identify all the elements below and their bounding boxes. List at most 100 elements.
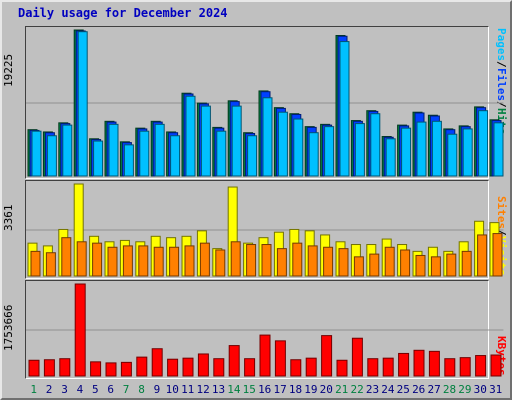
bar-sites-day-12 xyxy=(199,242,210,277)
bar-pages-day-21 xyxy=(339,41,350,177)
bar-sites-day-16 xyxy=(261,244,272,277)
x-tick-label: 29 xyxy=(458,383,471,396)
bar-sites-day-19 xyxy=(307,245,318,277)
bar-sites-day-9 xyxy=(153,246,164,277)
bar-sites-day-23 xyxy=(369,253,380,277)
x-tick-label: 22 xyxy=(350,383,363,396)
bar-kbytes-day-10 xyxy=(167,358,179,377)
bar-sites-day-4 xyxy=(76,241,87,277)
bar-kbytes-day-3 xyxy=(59,358,71,377)
bar-kbytes-day-9 xyxy=(151,348,163,377)
chart-title: Daily usage for December 2024 xyxy=(18,6,228,20)
bar-kbytes-day-20 xyxy=(321,335,333,377)
bar-kbytes-day-30 xyxy=(475,355,487,377)
bar-kbytes-day-29 xyxy=(459,357,471,377)
bar-sites-day-1 xyxy=(30,250,41,277)
bar-pages-day-19 xyxy=(308,132,319,177)
bar-kbytes-day-7 xyxy=(120,361,132,377)
bar-kbytes-day-31 xyxy=(490,354,502,377)
bar-kbytes-day-6 xyxy=(105,362,117,377)
x-tick-label: 4 xyxy=(77,383,84,396)
bar-sites-day-30 xyxy=(477,234,488,277)
bar-sites-day-7 xyxy=(122,245,133,277)
x-tick-label: 10 xyxy=(166,383,179,396)
x-tick-label: 28 xyxy=(443,383,456,396)
bar-kbytes-day-15 xyxy=(244,358,256,377)
bar-pages-day-10 xyxy=(170,135,181,177)
x-tick-label: 27 xyxy=(427,383,440,396)
x-tick-label: 19 xyxy=(304,383,317,396)
bar-pages-day-26 xyxy=(416,121,427,177)
bar-pages-day-2 xyxy=(46,135,57,177)
legend-separator: / xyxy=(495,229,508,236)
bar-pages-day-7 xyxy=(123,144,134,177)
bar-sites-day-3 xyxy=(61,237,72,277)
x-tick-label: 3 xyxy=(61,383,68,396)
bar-sites-day-21 xyxy=(338,248,349,277)
bar-sites-day-29 xyxy=(461,250,472,277)
x-tick-label: 30 xyxy=(474,383,487,396)
bar-pages-day-5 xyxy=(93,140,104,177)
bar-pages-day-18 xyxy=(293,118,304,177)
bar-kbytes-day-23 xyxy=(367,358,379,377)
bar-kbytes-day-27 xyxy=(428,350,440,377)
x-tick-label: 7 xyxy=(123,383,130,396)
bar-sites-day-6 xyxy=(107,246,118,277)
x-tick-label: 17 xyxy=(273,383,286,396)
bar-sites-day-8 xyxy=(138,245,149,277)
x-tick-label: 8 xyxy=(138,383,145,396)
bar-sites-day-25 xyxy=(400,249,411,277)
bar-kbytes-day-11 xyxy=(182,357,194,377)
x-tick-label: 5 xyxy=(92,383,99,396)
bar-pages-day-1 xyxy=(31,130,42,177)
bar-pages-day-31 xyxy=(493,122,504,177)
bar-kbytes-day-16 xyxy=(259,334,271,377)
x-tick-label: 25 xyxy=(397,383,410,396)
x-tick-label: 14 xyxy=(227,383,241,396)
bar-pages-day-27 xyxy=(431,120,442,177)
bar-sites-day-28 xyxy=(446,253,457,277)
bar-kbytes-day-17 xyxy=(274,340,286,377)
x-tick-label: 13 xyxy=(212,383,225,396)
legend-files: Files xyxy=(495,67,508,101)
bar-kbytes-day-25 xyxy=(398,352,410,377)
bar-sites-day-18 xyxy=(292,242,303,277)
bar-pages-day-25 xyxy=(401,127,412,177)
bar-sites-day-22 xyxy=(353,256,364,277)
bar-kbytes-day-2 xyxy=(43,359,55,377)
x-tick-label: 16 xyxy=(258,383,271,396)
bar-sites-day-26 xyxy=(415,254,426,277)
bar-sites-day-15 xyxy=(246,244,257,277)
x-tick-label: 21 xyxy=(335,383,348,396)
bar-kbytes-day-22 xyxy=(351,337,363,377)
bar-pages-day-3 xyxy=(62,124,73,177)
bar-sites-day-11 xyxy=(184,245,195,277)
bar-pages-day-13 xyxy=(216,130,227,177)
bar-kbytes-day-19 xyxy=(305,357,317,377)
bar-sites-day-31 xyxy=(492,233,503,277)
bar-sites-day-20 xyxy=(323,246,334,277)
bar-sites-day-17 xyxy=(276,248,287,277)
bar-kbytes-day-18 xyxy=(290,359,302,377)
bar-pages-day-20 xyxy=(324,126,335,177)
bar-pages-day-12 xyxy=(200,105,211,177)
bar-pages-day-29 xyxy=(462,128,473,177)
bar-pages-day-30 xyxy=(478,110,489,177)
bar-pages-day-24 xyxy=(385,138,396,177)
bar-pages-day-28 xyxy=(447,133,458,177)
bar-sites-day-10 xyxy=(169,246,180,277)
bar-kbytes-day-24 xyxy=(382,357,394,377)
bar-pages-day-23 xyxy=(370,113,381,177)
x-tick-label: 23 xyxy=(366,383,379,396)
bar-pages-day-14 xyxy=(231,105,242,177)
x-tick-label: 26 xyxy=(412,383,425,396)
legend-separator: / xyxy=(495,61,508,68)
bar-sites-day-13 xyxy=(215,249,226,277)
x-tick-label: 24 xyxy=(381,383,395,396)
x-tick-label: 18 xyxy=(289,383,302,396)
bar-kbytes-day-14 xyxy=(228,345,240,377)
x-tick-label: 12 xyxy=(196,383,209,396)
x-tick-label: 15 xyxy=(243,383,256,396)
bar-kbytes-day-28 xyxy=(444,358,456,377)
